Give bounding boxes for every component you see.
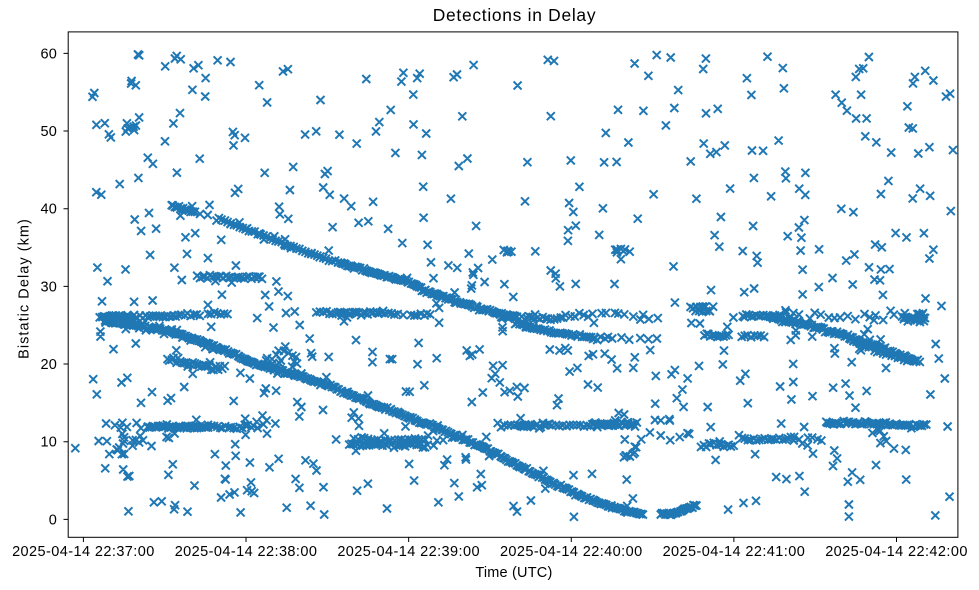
svg-text:2025-04-14 22:41:00: 2025-04-14 22:41:00 bbox=[663, 544, 806, 560]
svg-text:30: 30 bbox=[40, 279, 57, 295]
svg-text:2025-04-14 22:42:00: 2025-04-14 22:42:00 bbox=[825, 544, 968, 560]
svg-text:2025-04-14 22:38:00: 2025-04-14 22:38:00 bbox=[175, 544, 318, 560]
svg-text:Detections in Delay: Detections in Delay bbox=[433, 5, 597, 25]
svg-text:40: 40 bbox=[40, 202, 57, 218]
svg-text:2025-04-14 22:39:00: 2025-04-14 22:39:00 bbox=[337, 544, 480, 560]
svg-text:50: 50 bbox=[40, 124, 57, 140]
svg-text:2025-04-14 22:40:00: 2025-04-14 22:40:00 bbox=[500, 544, 643, 560]
svg-text:2025-04-14 22:37:00: 2025-04-14 22:37:00 bbox=[12, 544, 155, 560]
svg-text:0: 0 bbox=[49, 512, 57, 528]
svg-text:60: 60 bbox=[40, 46, 57, 62]
svg-text:10: 10 bbox=[40, 435, 57, 451]
svg-text:Time (UTC): Time (UTC) bbox=[475, 565, 552, 581]
svg-text:20: 20 bbox=[40, 357, 57, 373]
svg-text:Bistatic Delay (km): Bistatic Delay (km) bbox=[17, 218, 33, 359]
